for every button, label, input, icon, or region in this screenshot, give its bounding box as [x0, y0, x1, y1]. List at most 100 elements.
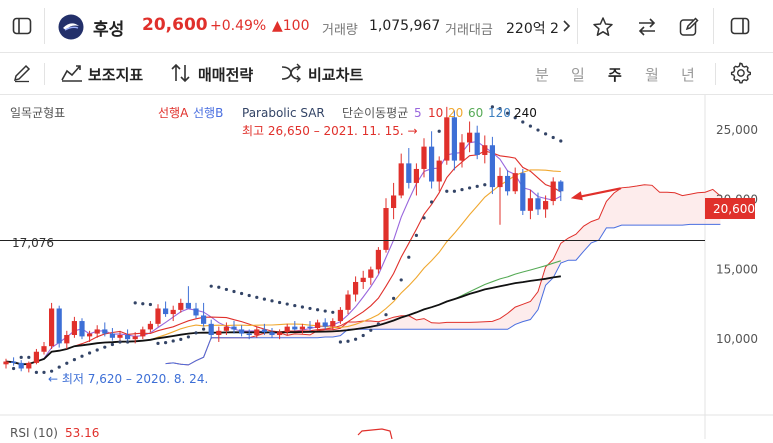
sar-dot [285, 302, 289, 306]
period-week[interactable]: 주 [608, 66, 622, 84]
sar-dot [164, 340, 168, 345]
sar-dot [12, 366, 16, 371]
sar-dot [27, 355, 31, 359]
sidebar-toggle-icon[interactable] [10, 14, 34, 38]
divider [715, 63, 716, 85]
candle-body [421, 146, 427, 169]
candle-body [398, 163, 404, 196]
period-year[interactable]: 년 [681, 66, 695, 84]
settings-gear-icon[interactable] [728, 61, 752, 85]
sar-dot [110, 342, 114, 347]
ma120-line [5, 275, 561, 365]
sar-dot [179, 337, 183, 341]
legend-ma10: 10 [428, 106, 443, 120]
sar-dot [559, 139, 563, 143]
span-b-line [165, 223, 721, 366]
candle-body [178, 302, 184, 310]
panel-toggle-icon[interactable] [728, 14, 752, 38]
candle-body [520, 173, 526, 211]
period-day[interactable]: 일 [571, 66, 585, 84]
candle-body [261, 329, 267, 333]
price-arrow-head [570, 191, 583, 201]
candle-body [474, 132, 480, 155]
candle-body [140, 329, 146, 337]
compare-button[interactable]: 비교차트 [308, 66, 364, 84]
candle-body [109, 333, 115, 338]
candle-body [451, 117, 457, 161]
reference-line-label: 17,076 [12, 236, 54, 250]
change-percent: +0.49% [210, 18, 267, 34]
sar-dot [445, 189, 449, 193]
high-annotation: 최고 26,650 – 2021. 11. 15. → [242, 124, 418, 138]
candle-body [277, 332, 283, 335]
candle-body [467, 132, 473, 143]
current-price: 20,600 [142, 15, 208, 35]
chart-toolbar: 보조지표 매매전략 비교차트 분 일 주 월 년 [0, 52, 773, 95]
indicator-name: 일목균형표 [10, 106, 65, 120]
candle-body [117, 335, 123, 338]
period-month[interactable]: 월 [645, 66, 659, 84]
sar-dot [126, 340, 130, 344]
sar-dot [42, 370, 46, 374]
candle-body [163, 308, 169, 315]
candle-body [26, 362, 32, 369]
sar-dot [209, 284, 213, 288]
legend-ma-label: 단순이동평균 [342, 106, 408, 120]
candle-body [125, 335, 131, 340]
current-price-label: 20,600 [713, 202, 755, 216]
candle-body [269, 332, 275, 335]
candle-body [459, 142, 465, 161]
amount-value: 220억 2 [506, 21, 559, 37]
strategy-button[interactable]: 매매전략 [198, 66, 254, 84]
draw-pen-icon[interactable] [10, 61, 34, 85]
sar-dot [194, 331, 198, 335]
sar-dot [217, 285, 221, 289]
star-icon[interactable] [590, 14, 616, 40]
chevron-right-icon[interactable] [558, 17, 574, 35]
legend-ma60: 60 [468, 106, 483, 120]
edit-icon[interactable] [676, 14, 702, 40]
candle-body [56, 308, 62, 344]
rsi-value: 53.16 [65, 426, 99, 439]
indicators-button[interactable]: 보조지표 [88, 66, 144, 84]
candle-body [330, 321, 336, 327]
change-amount: ▲100 [272, 18, 310, 34]
candle-body [436, 160, 442, 182]
strategy-icon [170, 63, 192, 83]
sar-dot [19, 355, 23, 359]
candle-body [254, 329, 260, 335]
sar-dot [133, 301, 137, 305]
sar-dot [270, 299, 274, 303]
candle-body [383, 208, 389, 250]
indicator-icon [60, 63, 84, 83]
sar-dot [354, 337, 358, 341]
sar-dot [369, 328, 373, 332]
legend-spanA: 선행A [158, 105, 189, 120]
candle-body [216, 330, 222, 335]
sar-dot [65, 361, 69, 365]
sar-dot [255, 295, 259, 299]
candle-body [345, 294, 351, 310]
sar-dot [278, 300, 282, 305]
top-bar: 후성 20,600 +0.49% ▲100 거래량 1,075,967 거래대금… [0, 0, 773, 53]
candle-body [132, 336, 138, 340]
span-a-line [165, 184, 721, 366]
legend-ma20: 20 [448, 106, 463, 120]
sar-dot [262, 297, 266, 301]
period-minute[interactable]: 분 [535, 66, 549, 84]
sar-dot [392, 296, 396, 301]
candle-body [155, 308, 161, 324]
sar-dot [72, 358, 76, 362]
sar-dot [331, 310, 335, 314]
legend-ma120: 120 [488, 106, 511, 120]
stock-name[interactable]: 후성 [93, 20, 125, 40]
candle-body [239, 329, 245, 334]
candle-body [543, 201, 549, 210]
swap-icon[interactable] [634, 14, 660, 40]
candle-body [49, 308, 55, 347]
candle-body [406, 163, 412, 183]
sar-dot [156, 341, 160, 345]
ichimoku-cloud [165, 184, 721, 365]
